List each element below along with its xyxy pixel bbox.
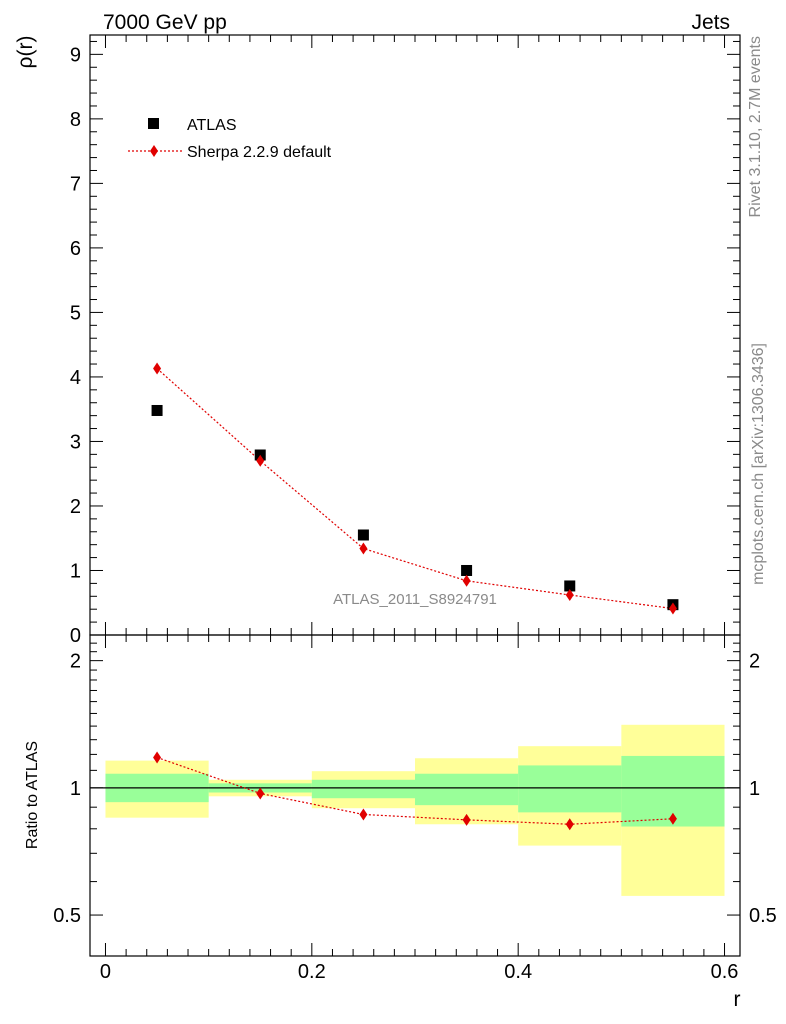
x-tick-label: 0 <box>100 961 111 983</box>
mcplots-info: mcplots.cern.ch [arXiv:1306.3436] <box>750 343 767 585</box>
legend-atlas-marker <box>148 118 159 129</box>
main-y-tick-label: 6 <box>70 238 81 260</box>
atlas-point <box>151 404 163 416</box>
main-y-tick-label: 9 <box>70 44 81 66</box>
ratio-y-axis-label: Ratio to ATLAS <box>24 741 41 849</box>
ratio-y-tick-label-right: 0.5 <box>749 905 777 927</box>
sherpa-point <box>462 574 471 587</box>
main-y-tick-label: 8 <box>70 109 81 131</box>
main-y-tick-label: 3 <box>70 431 81 453</box>
ratio-sherpa-point <box>256 787 265 800</box>
legend-atlas-label: ATLAS <box>187 117 237 134</box>
ratio-sherpa-point <box>153 751 162 764</box>
sherpa-point <box>256 454 265 467</box>
main-panel: 0 1 2 3 4 5 6 7 8 9 ρ(r) ATLAS_2011_S8924791 ATLA… <box>14 34 741 647</box>
ratio-panel: 0.5 0.5 1 1 2 2 0 0.2 0.4 0.6 Ratio to ATLAS r <box>24 634 777 1011</box>
ratio-y-tick-label: 0.5 <box>53 905 81 927</box>
ratio-inner-band <box>311 779 415 799</box>
main-y-tick-label: 5 <box>70 302 81 324</box>
x-axis-label: r <box>734 988 741 1011</box>
sherpa-point <box>668 602 677 615</box>
ratio-inner-band <box>518 765 622 813</box>
atlas-point <box>461 564 473 576</box>
x-tick-label: 0.2 <box>298 961 326 983</box>
ratio-sherpa-point <box>565 818 574 831</box>
main-y-tick-label: 0 <box>70 625 81 647</box>
sherpa-point <box>565 589 574 601</box>
header-right: Jets <box>691 11 730 34</box>
rivet-info: Rivet 3.1.10, 2.7M events <box>747 36 764 217</box>
x-tick-label: 0.4 <box>504 961 532 983</box>
sherpa-line <box>156 368 674 610</box>
main-y-tick-label: 4 <box>70 367 81 389</box>
x-tick-label: 0.6 <box>711 961 739 983</box>
atlas-point <box>357 529 369 541</box>
main-y-ticks: 0 1 2 3 4 5 6 7 8 9 <box>70 40 740 647</box>
ratio-y-tick-label: 2 <box>70 651 81 673</box>
main-y-tick-label: 7 <box>70 173 81 195</box>
ratio-y-tick-label-right: 1 <box>749 778 760 800</box>
ratio-sherpa-point <box>668 812 677 825</box>
legend-sherpa-marker <box>150 145 158 157</box>
analysis-label: ATLAS_2011_S8924791 <box>333 591 497 608</box>
legend: ATLAS Sherpa 2.2.9 default <box>128 117 332 161</box>
ratio-sherpa-point <box>462 813 471 826</box>
main-y-tick-label: 2 <box>70 496 81 518</box>
atlas-point <box>564 580 576 592</box>
legend-sherpa-label: Sherpa 2.2.9 default <box>187 144 332 161</box>
ratio-y-tick-label-right: 2 <box>749 651 760 673</box>
ratio-sherpa-point <box>359 808 368 821</box>
main-y-tick-label: 1 <box>70 560 81 582</box>
sherpa-point <box>359 542 368 555</box>
ratio-x-ticks: 0 0.2 0.4 0.6 <box>100 635 739 983</box>
ratio-y-ticks: 0.5 0.5 1 1 2 2 <box>53 642 777 957</box>
ratio-plot-area <box>89 634 741 957</box>
sherpa-point <box>153 362 162 375</box>
ratio-y-tick-label: 1 <box>70 778 81 800</box>
header-left: 7000 GeV pp <box>103 11 227 34</box>
main-y-axis-label: ρ(r) <box>14 36 37 69</box>
ratio-inner-band <box>415 773 519 806</box>
